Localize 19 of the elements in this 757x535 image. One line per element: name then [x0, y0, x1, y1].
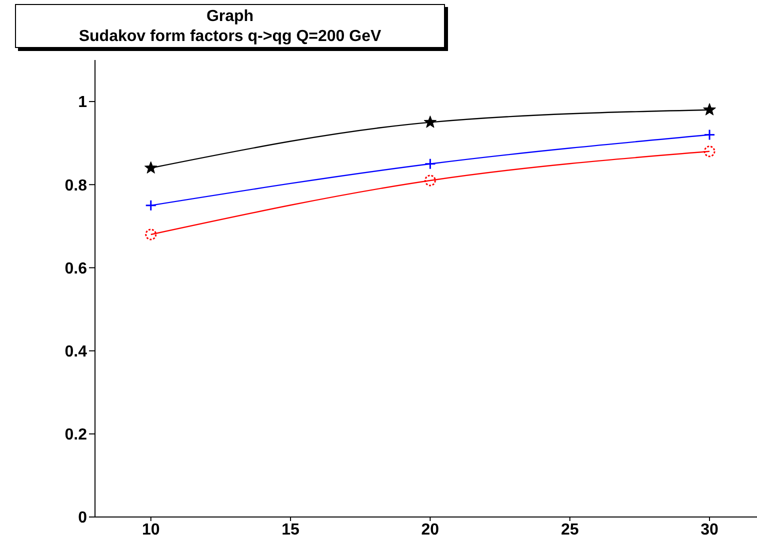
- chart-subtitle: Sudakov form factors q->qg Q=200 GeV: [78, 27, 382, 47]
- y-tick-label: 0.4: [64, 344, 88, 360]
- x-tick-label: 15: [282, 521, 300, 535]
- y-tick-label: 0.6: [64, 260, 88, 278]
- x-tick-label: 30: [700, 521, 719, 535]
- point: [144, 161, 158, 174]
- chart-title: Graph: [205, 7, 255, 27]
- y-tick-label: 0: [78, 510, 88, 527]
- point: [703, 103, 716, 116]
- x-tick-label: 20: [421, 521, 440, 535]
- point: [145, 228, 157, 240]
- y-tick-label: 1: [78, 94, 88, 112]
- point: [704, 146, 716, 158]
- x-tick-label: 10: [142, 521, 160, 535]
- point: [424, 116, 437, 128]
- y-tick-label: 0.8: [64, 177, 88, 194]
- y-tick-label: 0.2: [64, 426, 88, 444]
- point: [424, 174, 436, 186]
- x-tick-label: 25: [560, 521, 579, 535]
